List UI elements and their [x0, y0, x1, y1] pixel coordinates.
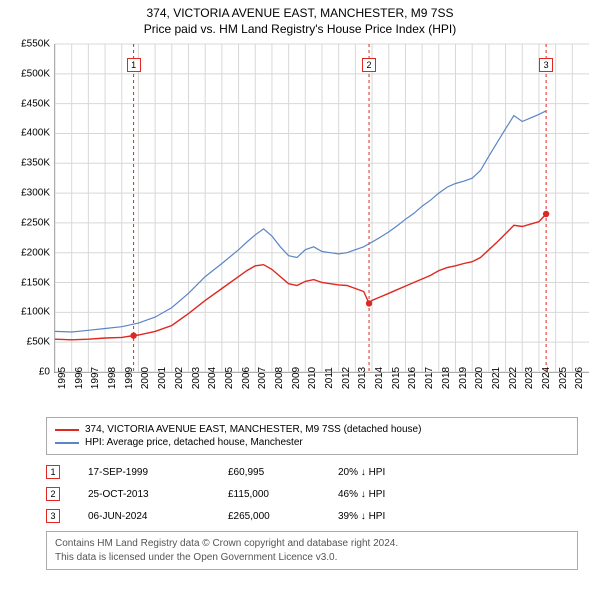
- sales-row: 1 17-SEP-1999£60,99520% ↓ HPI: [46, 461, 578, 483]
- y-tick-label: £200K: [21, 247, 50, 258]
- sales-date: 17-SEP-1999: [88, 467, 228, 478]
- sale-marker-3: 3: [539, 58, 553, 72]
- y-tick-label: £350K: [21, 158, 50, 169]
- sales-row: 2 25-OCT-2013£115,00046% ↓ HPI: [46, 483, 578, 505]
- x-tick-label: 2009: [291, 367, 302, 389]
- x-axis: 1995199619971998199920002001200220032004…: [54, 374, 588, 410]
- legend-label: 374, VICTORIA AVENUE EAST, MANCHESTER, M…: [85, 424, 421, 435]
- x-tick-label: 2007: [257, 367, 268, 389]
- x-tick-label: 2003: [191, 367, 202, 389]
- legend-row: 374, VICTORIA AVENUE EAST, MANCHESTER, M…: [55, 423, 569, 436]
- x-tick-label: 2022: [508, 367, 519, 389]
- sales-pct: 46% ↓ HPI: [338, 489, 458, 500]
- plot-area: 1 2 3: [54, 44, 589, 373]
- y-tick-label: £550K: [21, 39, 50, 50]
- chart-title-block: 374, VICTORIA AVENUE EAST, MANCHESTER, M…: [0, 0, 600, 38]
- sales-price: £265,000: [228, 511, 338, 522]
- y-tick-label: £450K: [21, 98, 50, 109]
- sales-table: 1 17-SEP-1999£60,99520% ↓ HPI 2 25-OCT-2013…: [46, 461, 578, 527]
- x-tick-label: 2017: [424, 367, 435, 389]
- plot-wrap: £0 £50K £100K £150K £200K £250K £300K £350K £400…: [0, 38, 600, 413]
- y-tick-label: £300K: [21, 188, 50, 199]
- x-tick-label: 1998: [107, 367, 118, 389]
- sales-marker: 1: [46, 465, 60, 479]
- x-tick-label: 2013: [357, 367, 368, 389]
- legend-label: HPI: Average price, detached house, Manc…: [85, 437, 303, 448]
- sales-price: £60,995: [228, 467, 338, 478]
- x-tick-label: 2020: [474, 367, 485, 389]
- x-tick-label: 2014: [374, 367, 385, 389]
- x-tick-label: 2000: [140, 367, 151, 389]
- chart-container: 374, VICTORIA AVENUE EAST, MANCHESTER, M…: [0, 0, 600, 570]
- x-tick-label: 2021: [491, 367, 502, 389]
- attribution-box: Contains HM Land Registry data © Crown c…: [46, 531, 578, 570]
- chart-title-address: 374, VICTORIA AVENUE EAST, MANCHESTER, M…: [0, 6, 600, 20]
- attribution-line1: Contains HM Land Registry data © Crown c…: [55, 537, 569, 551]
- x-tick-label: 2001: [157, 367, 168, 389]
- x-tick-label: 2010: [307, 367, 318, 389]
- x-tick-label: 1999: [124, 367, 135, 389]
- sale-marker-2: 2: [362, 58, 376, 72]
- y-tick-label: £500K: [21, 68, 50, 79]
- x-tick-label: 2005: [224, 367, 235, 389]
- x-tick-label: 2011: [324, 367, 335, 389]
- sales-row: 3 06-JUN-2024£265,00039% ↓ HPI: [46, 505, 578, 527]
- x-tick-label: 1997: [90, 367, 101, 389]
- y-tick-label: £100K: [21, 307, 50, 318]
- legend: 374, VICTORIA AVENUE EAST, MANCHESTER, M…: [46, 417, 578, 455]
- x-tick-label: 2019: [458, 367, 469, 389]
- y-tick-label: £150K: [21, 277, 50, 288]
- y-tick-label: £50K: [27, 337, 50, 348]
- sales-date: 06-JUN-2024: [88, 511, 228, 522]
- x-tick-label: 2016: [407, 367, 418, 389]
- y-tick-label: £0: [39, 367, 50, 378]
- x-tick-label: 2015: [391, 367, 402, 389]
- x-tick-label: 2006: [241, 367, 252, 389]
- sales-pct: 39% ↓ HPI: [338, 511, 458, 522]
- attribution-line2: This data is licensed under the Open Gov…: [55, 551, 569, 565]
- x-tick-label: 2023: [524, 367, 535, 389]
- x-tick-label: 2025: [558, 367, 569, 389]
- legend-swatch: [55, 442, 79, 444]
- sale-marker-1: 1: [127, 58, 141, 72]
- x-tick-label: 2012: [341, 367, 352, 389]
- y-tick-label: £250K: [21, 217, 50, 228]
- x-tick-label: 2026: [574, 367, 585, 389]
- x-tick-label: 2002: [174, 367, 185, 389]
- x-tick-label: 1996: [74, 367, 85, 389]
- sales-pct: 20% ↓ HPI: [338, 467, 458, 478]
- sales-marker: 3: [46, 509, 60, 523]
- x-tick-label: 2008: [274, 367, 285, 389]
- x-tick-label: 1995: [57, 367, 68, 389]
- legend-swatch: [55, 429, 79, 431]
- sales-date: 25-OCT-2013: [88, 489, 228, 500]
- plot-svg: [55, 44, 589, 372]
- y-axis: £0 £50K £100K £150K £200K £250K £300K £350K £400…: [0, 38, 54, 378]
- y-tick-label: £400K: [21, 128, 50, 139]
- sales-marker: 2: [46, 487, 60, 501]
- chart-title-subtitle: Price paid vs. HM Land Registry's House …: [0, 22, 600, 36]
- x-tick-label: 2018: [441, 367, 452, 389]
- x-tick-label: 2024: [541, 367, 552, 389]
- sales-price: £115,000: [228, 489, 338, 500]
- x-tick-label: 2004: [207, 367, 218, 389]
- legend-row: HPI: Average price, detached house, Manc…: [55, 436, 569, 449]
